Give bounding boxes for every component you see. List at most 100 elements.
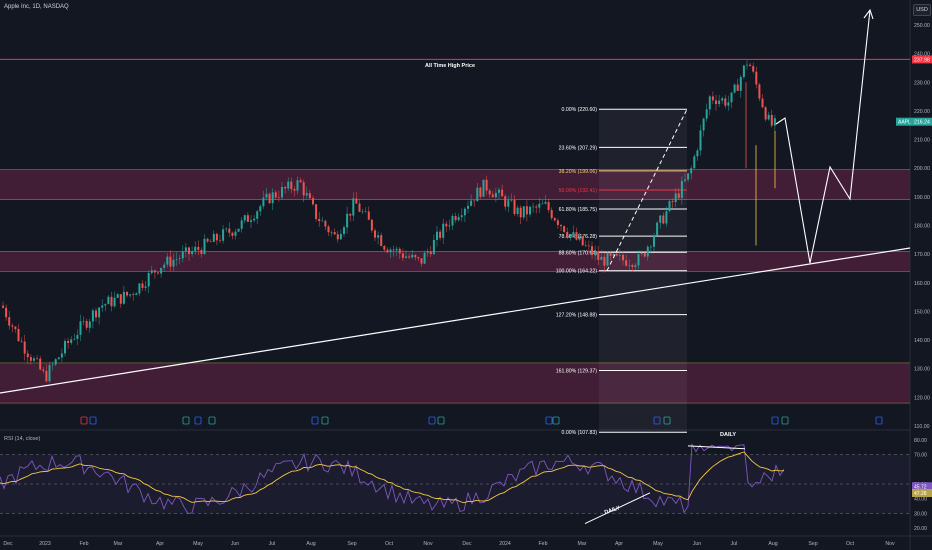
- candle-body: [451, 216, 454, 226]
- event-marker: [428, 416, 436, 425]
- candle-body: [470, 200, 473, 206]
- price-tick-label: 130.00: [914, 367, 930, 373]
- candle-body: [253, 218, 256, 221]
- candle-body: [677, 193, 680, 198]
- candle-body: [209, 241, 212, 243]
- candle-body: [467, 205, 469, 209]
- candle-body: [767, 114, 770, 120]
- candle-body: [339, 233, 342, 240]
- time-axis-label: Apr: [156, 541, 164, 547]
- candle-body: [277, 197, 280, 198]
- candle-body: [271, 192, 274, 204]
- rsi-ma-line: [0, 451, 785, 504]
- fib-level-label: 50.00% (192.41): [559, 188, 598, 194]
- candle-body: [36, 358, 39, 360]
- time-axis-label: Feb: [80, 541, 89, 547]
- fib-level-label: 0.00% (107.83): [562, 430, 598, 436]
- candle-body: [591, 246, 593, 256]
- symbol-title[interactable]: Apple Inc, 1D, NASDAQ: [4, 4, 69, 10]
- candle-body: [98, 307, 101, 318]
- time-axis-label: Jul: [269, 541, 276, 547]
- rsi-title[interactable]: RSI (14, close): [4, 436, 41, 442]
- candle-body: [20, 341, 23, 342]
- candle-body: [541, 203, 544, 205]
- candle-body: [73, 338, 76, 340]
- candle-body: [355, 198, 358, 204]
- candle-body: [532, 206, 535, 208]
- time-axis-label: Jun: [231, 541, 239, 547]
- time-axis-label: Dec: [462, 541, 472, 547]
- trend-line: [0, 247, 911, 394]
- candle-body: [594, 252, 597, 256]
- candle-body: [14, 326, 17, 330]
- candle-body: [758, 84, 761, 99]
- candle-body: [33, 358, 35, 361]
- candle-body: [637, 254, 640, 266]
- rsi-ma-tag-label: 47.28: [914, 491, 927, 497]
- price-tick-label: 110.00: [914, 424, 930, 430]
- ath-price-tag: [912, 55, 932, 64]
- candle-body: [352, 198, 355, 216]
- event-marker: [771, 416, 779, 425]
- candle-body: [370, 219, 373, 231]
- candle-body: [631, 265, 634, 267]
- candle-body: [597, 252, 600, 260]
- candle-body: [578, 236, 581, 240]
- event-marker: [311, 416, 319, 425]
- candle-body: [181, 251, 184, 259]
- candle-body: [560, 224, 562, 227]
- candle-body: [690, 168, 693, 174]
- candle-body: [144, 286, 147, 288]
- candle-body: [281, 186, 283, 198]
- event-marker: [663, 416, 671, 425]
- candle-body: [752, 66, 755, 72]
- candle-body: [349, 213, 352, 216]
- candle-body: [572, 232, 575, 235]
- rsi-ma-tag: [912, 488, 932, 497]
- candle-body: [364, 211, 367, 213]
- candle-body: [191, 251, 194, 254]
- candle-body: [197, 246, 200, 250]
- candle-body: [482, 179, 485, 197]
- candle-body: [60, 353, 63, 358]
- time-axis-label: Feb: [539, 541, 548, 547]
- fib-dashed-connector: [606, 108, 688, 271]
- price-tick-label: 170.00: [914, 252, 930, 258]
- fib-level-label: 127.20% (148.88): [556, 313, 598, 319]
- candle-body: [426, 251, 429, 253]
- candle-body: [401, 253, 404, 258]
- candle-body: [634, 265, 637, 267]
- candle-body: [569, 234, 572, 237]
- candle-body: [519, 207, 522, 218]
- candle-body: [383, 245, 386, 250]
- candle-body: [529, 206, 531, 215]
- candle-body: [507, 200, 510, 207]
- candle-body: [448, 225, 451, 227]
- price-tick-label: 150.00: [914, 309, 930, 315]
- time-axis-label: Sep: [347, 541, 356, 547]
- candle-body: [730, 92, 733, 103]
- candle-body: [104, 304, 107, 306]
- candle-body: [321, 220, 324, 222]
- candle-body: [70, 339, 73, 343]
- candle-body: [39, 358, 42, 370]
- candle-body: [299, 180, 302, 183]
- candle-body: [702, 118, 705, 131]
- event-marker: [182, 416, 190, 425]
- candle-body: [315, 204, 318, 219]
- currency-button[interactable]: USD: [913, 4, 931, 16]
- rsi-tag: [912, 482, 932, 491]
- candle-body: [736, 84, 739, 91]
- candle-body: [324, 220, 327, 227]
- rsi-tick-label: 70.00: [914, 453, 927, 459]
- candle-body: [57, 357, 60, 360]
- candle-body: [243, 215, 246, 221]
- candle-body: [491, 194, 494, 198]
- candle-body: [653, 235, 655, 247]
- candle-body: [48, 365, 51, 382]
- candle-body: [150, 270, 153, 273]
- rsi-daily-label-bottom: DAILY: [604, 505, 621, 516]
- candle-body: [501, 189, 504, 197]
- candle-body: [8, 317, 11, 326]
